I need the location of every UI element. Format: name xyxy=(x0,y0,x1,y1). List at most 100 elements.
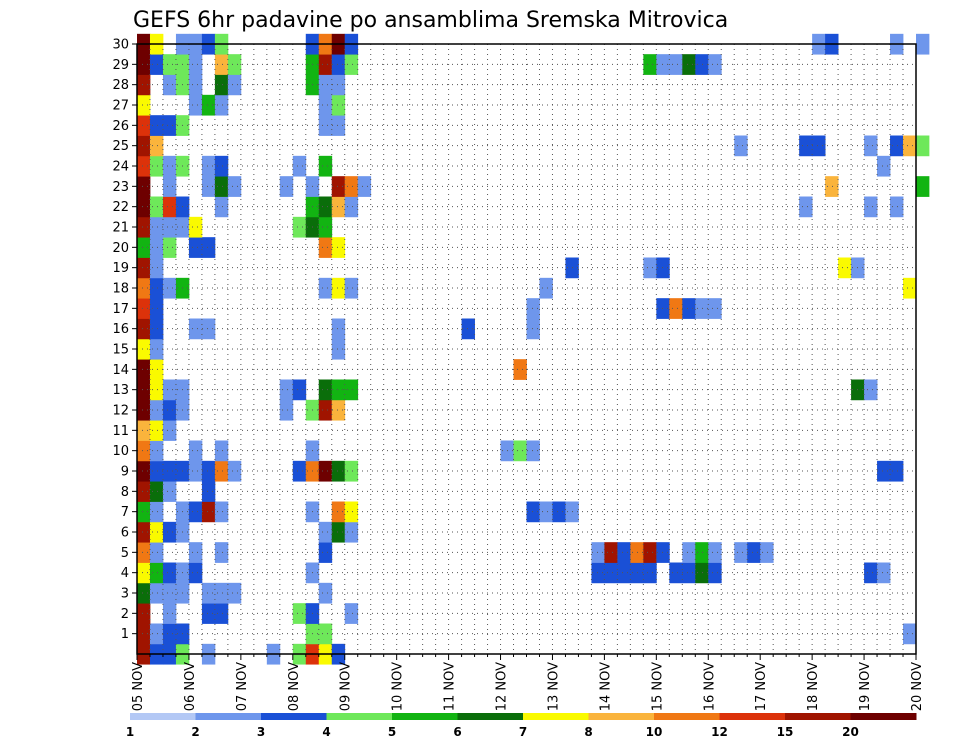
color-legend: 1 2 3 4 5 6 7 8 10 12 15 20 xyxy=(126,713,917,739)
heatmap-cell xyxy=(812,135,826,157)
heatmap-cell xyxy=(137,420,151,441)
heatmap-cell xyxy=(137,359,151,380)
heatmap-cell xyxy=(214,155,229,177)
heatmap-cell xyxy=(656,542,670,563)
heatmap-cell xyxy=(137,94,151,116)
heatmap-cell xyxy=(227,74,242,96)
legend-label: 10 xyxy=(646,725,663,739)
heatmap-cell xyxy=(149,298,164,319)
heatmap-cell xyxy=(162,379,177,401)
heatmap-cell xyxy=(201,582,216,604)
heatmap-cell xyxy=(137,318,151,340)
heatmap-cell xyxy=(864,196,878,218)
heatmap-cell xyxy=(331,237,346,258)
x-tick-label: 16 NOV xyxy=(702,662,717,711)
heatmap-cell xyxy=(760,542,774,563)
heatmap-cell xyxy=(318,216,333,238)
heatmap-cell xyxy=(214,603,229,624)
heatmap-cell xyxy=(162,521,177,543)
heatmap-cell xyxy=(734,542,748,563)
heatmap-cell xyxy=(864,135,878,157)
heatmap-cell xyxy=(188,318,203,340)
heatmap-cell xyxy=(137,542,151,563)
heatmap-cell xyxy=(461,318,475,340)
y-tick-label: 11 xyxy=(112,424,129,439)
heatmap-cell xyxy=(149,257,164,279)
y-tick-label: 5 xyxy=(121,546,129,561)
heatmap-cell xyxy=(137,135,151,157)
legend-label: 12 xyxy=(711,725,728,739)
heatmap-cell xyxy=(344,379,359,401)
x-tick-label: 20 NOV xyxy=(910,662,925,711)
heatmap-cell xyxy=(137,155,151,177)
heatmap-cell xyxy=(162,74,177,96)
heatmap-cell xyxy=(201,501,216,523)
heatmap-cell xyxy=(643,257,657,279)
y-tick-label: 27 xyxy=(112,99,129,114)
heatmap-cell xyxy=(669,298,683,319)
heatmap-cell xyxy=(695,542,709,563)
heatmap-cell xyxy=(318,115,333,136)
heatmap-cell xyxy=(201,603,216,624)
heatmap-cell xyxy=(188,460,203,482)
heatmap-cell xyxy=(137,257,151,279)
heatmap-cell xyxy=(539,277,553,299)
chart-title: GEFS 6hr padavine po ansamblima Sremska … xyxy=(133,8,728,33)
heatmap-cell xyxy=(137,176,151,197)
x-axis: 05 NOV 06 NOV 07 NOV 08 NOV 09 NOV 10 NOV 11 N… xyxy=(131,654,925,711)
heatmap-cell xyxy=(617,542,631,563)
legend-swatch xyxy=(392,713,458,720)
heatmap-cell xyxy=(695,54,709,75)
heatmap-cell xyxy=(188,237,203,258)
y-tick-label: 2 xyxy=(121,607,129,622)
y-tick-label: 28 xyxy=(112,78,129,93)
heatmap-cell xyxy=(318,155,333,177)
y-tick-label: 24 xyxy=(112,160,129,175)
heatmap-cell xyxy=(604,562,618,584)
heatmap-cell xyxy=(552,501,566,523)
heatmap-cell xyxy=(513,440,527,462)
heatmap-cell xyxy=(188,216,203,238)
heatmap-cell xyxy=(838,257,852,279)
heatmap-cell xyxy=(149,399,164,421)
heatmap-cell xyxy=(214,176,229,197)
heatmap-cell xyxy=(344,603,359,624)
heatmap-cell xyxy=(137,460,151,482)
x-tick-label: 07 NOV xyxy=(235,662,250,711)
heatmap-cell xyxy=(890,460,904,482)
heatmap-cell xyxy=(903,623,917,645)
heatmap-cell xyxy=(137,74,151,96)
heatmap-cells xyxy=(137,33,930,665)
heatmap-cell xyxy=(137,501,151,523)
heatmap-cell xyxy=(162,623,177,645)
heatmap-cell xyxy=(137,582,151,604)
heatmap-cell xyxy=(149,501,164,523)
heatmap-cell xyxy=(162,460,177,482)
heatmap-cell xyxy=(318,460,333,482)
legend-swatch xyxy=(719,713,786,720)
legend-label: 1 xyxy=(126,725,134,739)
heatmap-cell xyxy=(344,54,359,75)
y-tick-label: 6 xyxy=(121,526,129,541)
x-tick-label: 17 NOV xyxy=(754,662,769,711)
heatmap-cell xyxy=(137,379,151,401)
heatmap-cell xyxy=(149,135,164,157)
heatmap-cell xyxy=(344,501,359,523)
heatmap-cell xyxy=(331,94,346,116)
y-tick-label: 26 xyxy=(112,119,129,134)
heatmap-cell xyxy=(292,460,307,482)
heatmap-cell xyxy=(137,521,151,543)
heatmap-cell xyxy=(708,562,722,584)
heatmap-cell xyxy=(864,562,878,584)
heatmap-cell xyxy=(903,277,917,299)
heatmap-cell xyxy=(669,562,683,584)
heatmap-cell xyxy=(318,582,333,604)
heatmap-cell xyxy=(825,176,839,197)
heatmap-cell xyxy=(137,54,151,75)
heatmap-cell xyxy=(214,94,229,116)
heatmap-cell xyxy=(344,460,359,482)
heatmap-cell xyxy=(149,481,164,502)
heatmap-cell xyxy=(331,277,346,299)
